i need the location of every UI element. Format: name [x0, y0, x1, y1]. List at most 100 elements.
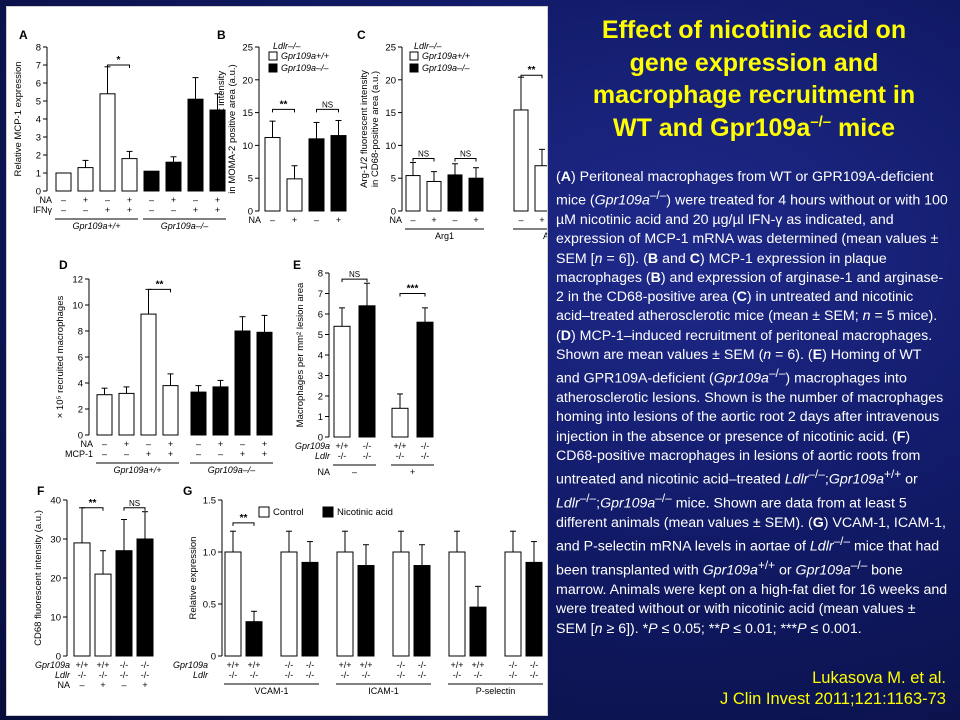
panel-letter-e: E [293, 258, 301, 272]
y-tick-label: 1 [318, 412, 323, 423]
legend-label: Gpr109a–/– [422, 63, 471, 73]
row-value: -/- [418, 670, 427, 680]
y-axis-label: Relative MCP-1 expression [13, 61, 24, 176]
row-value: -/- [338, 451, 347, 461]
panel-letter-d: D [59, 258, 68, 272]
y-tick-label: 3 [318, 371, 323, 382]
y-tick-label: 8 [78, 327, 83, 338]
legend-swatch [268, 51, 278, 61]
row-value: -/- [509, 660, 518, 670]
legend-label: Control [273, 507, 304, 518]
y-tick-label: 5 [248, 174, 253, 185]
group-label: ICAM-1 [368, 686, 399, 696]
bar [280, 551, 298, 657]
group-label: Gpr109a–/– [208, 465, 257, 475]
group-label: Gpr109a–/– [161, 221, 210, 231]
bar [121, 158, 138, 192]
group-label: Gpr109a+/+ [72, 221, 120, 231]
row-value: + [168, 439, 173, 449]
y-tick-label: 6 [318, 310, 323, 321]
y-tick-label: 2 [36, 151, 41, 162]
row-value: +/+ [471, 660, 484, 670]
row-label: NA [80, 439, 93, 449]
bar [264, 137, 281, 212]
row-value: -/- [397, 660, 406, 670]
row-value: – [149, 195, 154, 205]
y-tick-label: 2 [318, 392, 323, 403]
row-value: + [171, 195, 176, 205]
row-value: + [142, 680, 147, 690]
y-tick-label: 10 [385, 141, 396, 152]
bar [447, 174, 463, 212]
row-value: +/+ [335, 441, 348, 451]
y-tick-label: 15 [385, 108, 396, 119]
title-line-1: Effect of nicotinic acid on [601, 16, 907, 44]
y-tick-label: 3 [36, 133, 41, 144]
row-label: NA [39, 195, 52, 205]
slide-title: Effect of nicotinic acid on gene express… [552, 14, 956, 144]
legend-label: Nicotinic acid [337, 507, 393, 518]
bar [413, 565, 431, 657]
significance-label: NS [349, 270, 360, 279]
row-value: – [83, 205, 88, 215]
group-label: Gpr109a+/+ [113, 465, 161, 475]
row-value: + [262, 439, 267, 449]
row-value: – [79, 680, 84, 690]
y-axis-label-line-2: in MOMA-2 positive area (a.u.) [227, 64, 238, 193]
panel-b: B 0 5 10 15 20 25 MCP-1 fluorescent intensity in… [216, 28, 347, 225]
row-value: – [240, 439, 245, 449]
y-tick-label: 4 [318, 351, 323, 362]
bar [99, 93, 116, 192]
row-value: – [105, 195, 110, 205]
y-axis-label-line-2: in CD68-positive area (a.u.) [370, 71, 381, 187]
bar [391, 407, 409, 438]
row-value: – [314, 215, 319, 225]
y-tick-label: 5 [36, 97, 41, 108]
significance-label: * [117, 55, 121, 66]
row-value: – [518, 215, 523, 225]
bar [140, 313, 157, 436]
row-value: -/- [250, 670, 259, 680]
row-value: -/- [530, 660, 539, 670]
title-line-4-prefix: WT and Gpr109a [612, 113, 811, 142]
bar [256, 331, 273, 436]
y-tick-label: 1.0 [203, 548, 216, 559]
panel-letter-c: C [357, 28, 366, 42]
row-value: +/+ [338, 660, 351, 670]
significance-label: ** [240, 513, 248, 524]
row-label: NA [389, 215, 402, 225]
bar [534, 165, 547, 212]
row-value: -/- [396, 451, 405, 461]
group-row-label: NA [317, 467, 330, 477]
y-tick-label: 20 [385, 75, 396, 86]
bar [405, 175, 421, 212]
figure-panel: A 0 1 2 3 4 5 6 7 8 Relative MCP-1 expression * NA – +… [6, 6, 548, 716]
row-value: + [105, 205, 110, 215]
significance-bracket [454, 158, 477, 162]
significance-bracket [316, 108, 339, 113]
citation-authors: Lukasova M. et al. [812, 669, 946, 687]
legend-swatch [322, 506, 334, 518]
significance-label: ** [156, 279, 164, 290]
bar [525, 561, 543, 657]
row-value: -/- [474, 670, 483, 680]
row-label: Ldlr [55, 670, 71, 680]
y-tick-label: 8 [318, 269, 323, 280]
citation: Lukasova M. et al. J Clin Invest 2011;12… [720, 668, 946, 711]
legend-swatch [409, 63, 419, 73]
significance-label: ** [89, 498, 97, 509]
row-value: + [473, 215, 478, 225]
row-value: -/- [362, 670, 371, 680]
bar [308, 138, 325, 212]
row-value: + [168, 449, 173, 459]
legend-swatch [258, 506, 270, 518]
group-label: + [410, 467, 415, 477]
row-value: +/+ [247, 660, 260, 670]
y-tick-label: 40 [50, 496, 61, 507]
row-value: – [121, 680, 126, 690]
row-value: -/- [120, 670, 129, 680]
bar [358, 305, 376, 438]
y-tick-label: 20 [242, 75, 253, 86]
y-tick-label: 20 [50, 574, 61, 585]
bar [333, 325, 351, 438]
